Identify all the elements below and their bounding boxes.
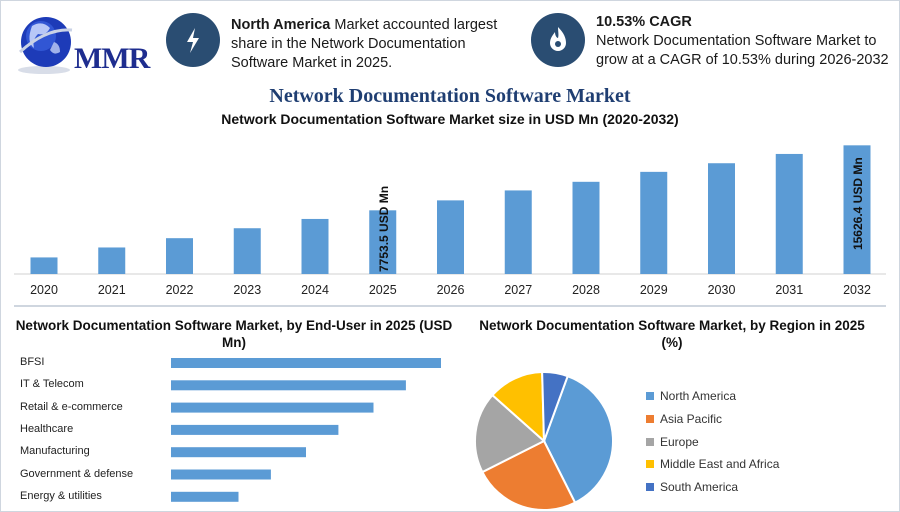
legend-label: Europe [660, 434, 699, 449]
chart-main-title: Network Documentation Software Market [269, 85, 631, 107]
bar-2028 [572, 181, 600, 274]
logo-text: MMR [74, 42, 150, 75]
globe-icon [18, 17, 73, 74]
highlight-region-bold: North America [231, 17, 331, 33]
bar-2027 [504, 190, 532, 274]
pie-slice-1 [481, 439, 577, 511]
hbar-category-label: Manufacturing [20, 445, 90, 458]
bar-2022 [166, 238, 193, 274]
region-pie-chart [474, 370, 614, 511]
market-size-bar-chart: 2020 2021 2022 2023 2024 2025 2026 2027 2028 2029… [14, 145, 886, 297]
hbar-category-label: Energy & utilities [20, 489, 102, 502]
legend-label: North America [660, 389, 737, 403]
x-tick-label: 2030 [708, 283, 736, 297]
x-tick-label: 2029 [640, 283, 668, 297]
x-tick-label: 2024 [301, 283, 329, 297]
highlight-icon-circle [531, 13, 585, 67]
bar-2030 [708, 163, 735, 274]
lightning-icon [187, 28, 199, 53]
bar-2032 [843, 145, 871, 274]
end-user-chart-title: Network Documentation Software Market, b… [15, 318, 453, 350]
legend-label: Asia Pacific [660, 411, 723, 426]
hbar-category-label: Government & defense [20, 467, 134, 480]
x-tick-label: 2020 [30, 283, 58, 297]
x-tick-label: 2021 [98, 283, 126, 297]
bar-2026 [437, 200, 464, 274]
x-tick-label: 2032 [843, 283, 871, 297]
end-user-bar-chart [171, 358, 441, 502]
mmr-logo: MMR [14, 12, 150, 76]
hbar-category-label: IT & Telecom [20, 378, 84, 391]
legend-swatch [646, 392, 654, 400]
x-tick-label: 2028 [572, 283, 600, 297]
pie-slice-0 [542, 374, 614, 504]
legend-label: South America [660, 480, 739, 495]
bar-annotation: 15626.4 USD Mn [851, 157, 865, 250]
hbar-category-label: BFSI [20, 356, 45, 368]
legend-swatch [646, 483, 654, 492]
pie-slice-2 [474, 393, 546, 474]
legend-label: Middle East and Africa [660, 457, 780, 472]
chart-subtitle: Network Documentation Software Market si… [221, 111, 679, 127]
x-tick-label: 2027 [504, 283, 532, 297]
bar-2023 [233, 228, 261, 274]
hbar-2 [171, 402, 374, 413]
section-divider [14, 305, 886, 307]
x-tick-label: 2023 [233, 283, 261, 297]
bar-2020 [30, 257, 58, 274]
highlight-icon-circle [166, 13, 220, 67]
x-tick-label: 2022 [166, 283, 194, 297]
bar-2031 [775, 153, 803, 274]
bar-annotation: 7753.5 USD Mn [377, 186, 391, 272]
hbar-category-label: Healthcare [20, 422, 74, 435]
hbar-category-label: Retail & e-commerce [20, 400, 123, 413]
hbar-6 [171, 491, 239, 502]
legend-swatch [646, 414, 654, 423]
x-tick-label: 2031 [775, 283, 803, 297]
bar-2025 [369, 210, 397, 274]
highlight-region-text: Market accounted largest share in the Ne… [231, 17, 498, 71]
hbar-3 [171, 424, 339, 435]
highlight-region: North America Market accounted largest s… [231, 16, 523, 73]
pie-slice-3 [491, 370, 546, 444]
hbar-0 [171, 358, 441, 368]
x-tick-label: 2026 [437, 283, 465, 297]
x-tick-label: 2025 [369, 283, 397, 297]
highlight-cagr-bold: 10.53% CAGR [596, 14, 692, 30]
highlight-cagr-text: Network Documentation Software Market to… [596, 33, 889, 68]
bar-2021 [98, 247, 126, 274]
hbar-4 [171, 447, 306, 458]
hbar-1 [171, 380, 406, 391]
bar-2024 [301, 218, 329, 274]
pie-slice-4 [541, 371, 569, 442]
legend-swatch [646, 460, 654, 469]
bar-2029 [640, 171, 668, 274]
flame-icon [550, 27, 566, 51]
hbar-5 [171, 469, 271, 480]
region-chart-title: Network Documentation Software Market, b… [479, 318, 865, 350]
legend-swatch [646, 437, 654, 446]
highlight-cagr: 10.53% CAGR Network Documentation Softwa… [596, 13, 891, 70]
